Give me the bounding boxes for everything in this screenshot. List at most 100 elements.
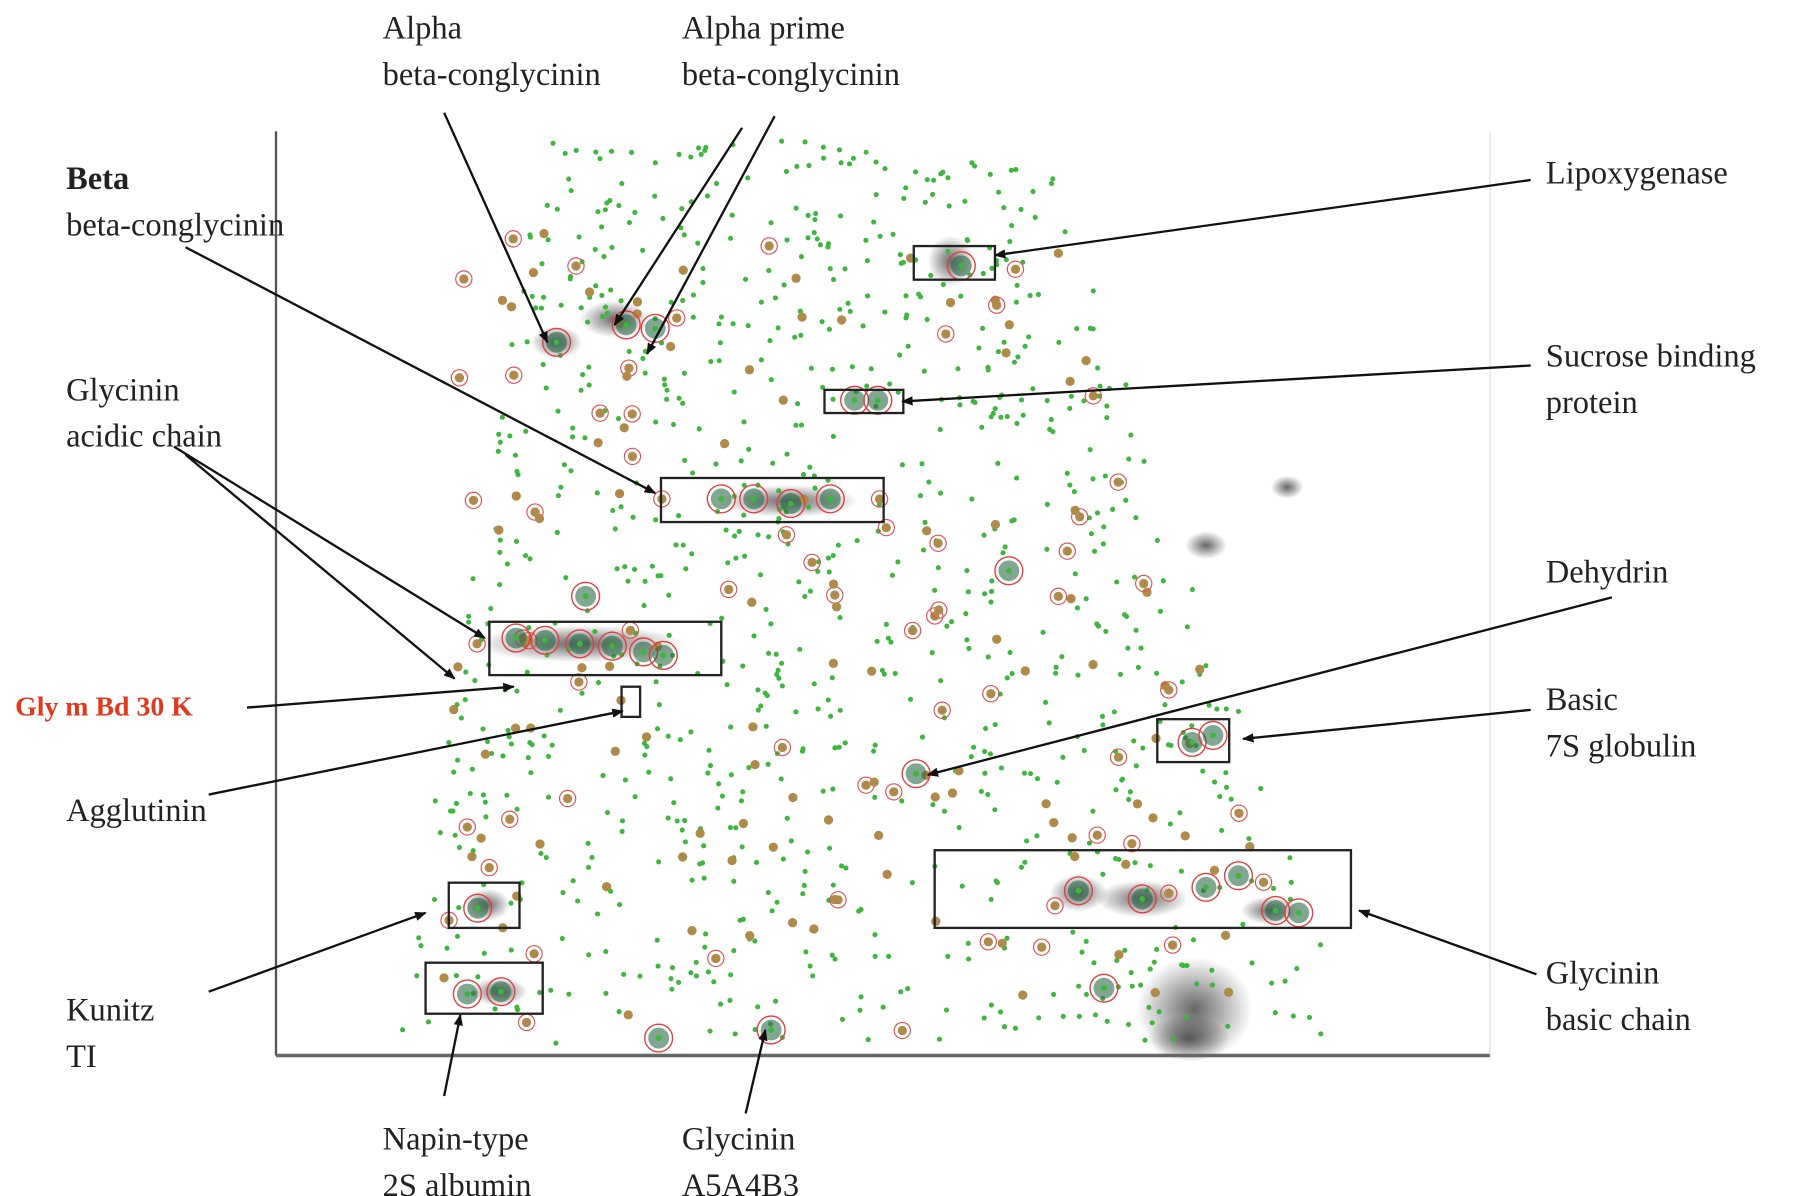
spot	[1043, 700, 1048, 705]
spot	[780, 683, 785, 688]
spot	[992, 807, 997, 812]
spot	[988, 600, 993, 605]
matched-spot	[1114, 478, 1123, 487]
spot	[893, 671, 898, 676]
spot	[617, 902, 622, 907]
matched-spot	[1037, 943, 1046, 952]
spot	[808, 964, 813, 969]
spot	[593, 247, 598, 252]
spot	[688, 729, 693, 734]
matched-spot	[1181, 831, 1190, 840]
spot	[1065, 471, 1070, 476]
spot	[1095, 365, 1100, 370]
spot	[1069, 394, 1074, 399]
spot	[1203, 663, 1208, 668]
spot	[731, 948, 736, 953]
spot	[670, 965, 675, 970]
spot	[1022, 860, 1027, 865]
spot	[1104, 404, 1109, 409]
spot	[746, 447, 751, 452]
spot	[688, 155, 693, 160]
spot	[568, 274, 573, 279]
spot	[1123, 498, 1128, 503]
spot	[1136, 665, 1141, 670]
spot	[1059, 654, 1064, 659]
spot	[528, 556, 533, 561]
spot	[695, 241, 700, 246]
spot	[1194, 981, 1199, 986]
spot	[677, 152, 682, 157]
matched-spot	[882, 870, 891, 879]
spot	[1056, 340, 1061, 345]
spot	[630, 515, 635, 520]
spot	[459, 715, 464, 720]
matched-spot	[476, 834, 485, 843]
matched-spot	[459, 274, 468, 283]
matched-spot	[1054, 249, 1063, 258]
key-center	[1076, 888, 1082, 894]
spot	[438, 830, 443, 835]
spot	[1130, 984, 1135, 989]
spot	[1168, 821, 1173, 826]
spot	[1100, 872, 1105, 877]
spot	[556, 493, 561, 498]
spot	[641, 603, 646, 608]
spot	[746, 323, 751, 328]
spot	[1214, 707, 1219, 712]
spot	[662, 382, 667, 387]
spot	[827, 569, 832, 574]
spot	[1190, 587, 1195, 592]
spot	[523, 429, 528, 434]
matched-spot	[991, 520, 1000, 529]
spot	[653, 160, 658, 165]
spot	[455, 934, 460, 939]
spot	[969, 497, 974, 502]
matched-spot	[874, 831, 883, 840]
matched-spot	[666, 342, 675, 351]
spot	[737, 529, 742, 534]
spot	[1152, 960, 1157, 965]
spot	[466, 620, 471, 625]
spot	[688, 970, 693, 975]
spot	[1013, 1026, 1018, 1031]
spot	[622, 564, 627, 569]
spot	[890, 232, 895, 237]
matched-spot	[1151, 734, 1160, 743]
matched-spot	[539, 229, 548, 238]
spot	[629, 150, 634, 155]
key-center	[656, 1035, 662, 1041]
spot	[971, 399, 976, 404]
spot	[1103, 629, 1108, 634]
spot	[1138, 983, 1143, 988]
spot	[957, 402, 962, 407]
spot	[523, 553, 528, 558]
spot	[623, 777, 628, 782]
spot	[1022, 771, 1027, 776]
spot	[725, 682, 730, 687]
spot	[827, 846, 832, 851]
spot	[1095, 510, 1100, 515]
spot	[451, 770, 456, 775]
arrow	[186, 247, 656, 493]
spot	[910, 880, 915, 885]
spot	[803, 949, 808, 954]
spot	[810, 973, 815, 978]
spot	[837, 307, 842, 312]
matched-spot	[934, 605, 943, 614]
spot	[616, 416, 621, 421]
spot	[1007, 239, 1012, 244]
matched-spot	[829, 659, 838, 668]
spot	[582, 435, 587, 440]
spot	[776, 668, 781, 673]
spot	[728, 972, 733, 977]
key-center	[718, 496, 724, 502]
spot	[818, 242, 823, 247]
spot	[603, 207, 608, 212]
spot	[1019, 865, 1024, 870]
spot	[483, 814, 488, 819]
spot	[938, 427, 943, 432]
spot	[700, 266, 705, 271]
matched-spot	[1088, 660, 1097, 669]
spot	[784, 169, 789, 174]
matched-spot	[797, 313, 806, 322]
